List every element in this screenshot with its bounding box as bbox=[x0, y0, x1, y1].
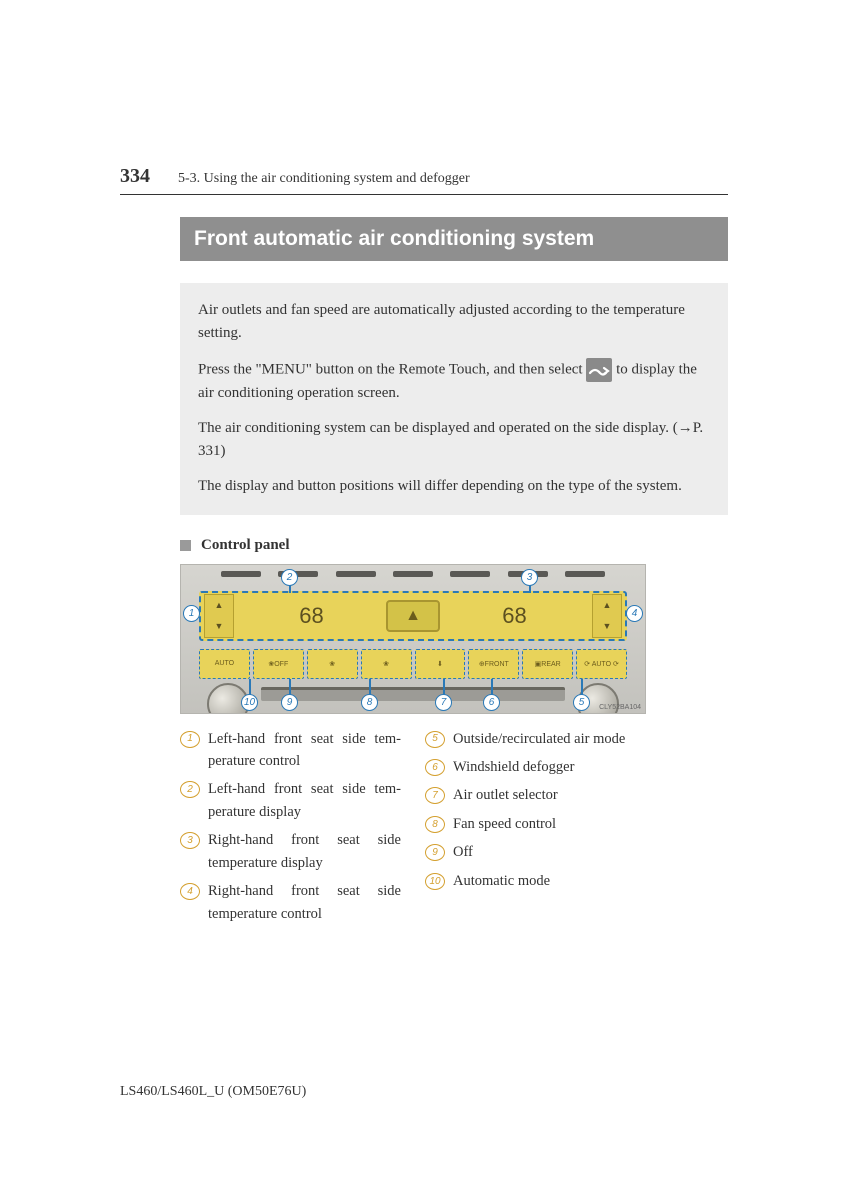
callout-1: 1 bbox=[183, 605, 200, 622]
intro-p1: Air outlets and fan speed are automatica… bbox=[198, 299, 710, 346]
bottom-strip bbox=[261, 687, 565, 701]
legend-item: 5 Outside/recirculated air mode bbox=[425, 728, 646, 750]
front-defog-button: ⊕FRONT bbox=[468, 649, 519, 679]
climate-icon bbox=[586, 358, 612, 382]
legend-text: Left-hand front seat side tem-perature d… bbox=[208, 778, 401, 823]
legend-number: 3 bbox=[180, 832, 200, 849]
page-number: 334 bbox=[120, 165, 150, 188]
left-temp-display: 68 bbox=[237, 603, 386, 629]
legend-number: 2 bbox=[180, 781, 200, 798]
button-row: AUTO ❀OFF ❀ ❀ ⬇ ⊕FRONT ▣REAR ⟳ AUTO ⟳ bbox=[199, 649, 627, 679]
callout-10: 10 bbox=[241, 694, 258, 711]
callout-6: 6 bbox=[483, 694, 500, 711]
subheading: Control panel bbox=[180, 537, 728, 554]
callout-2: 2 bbox=[281, 569, 298, 586]
legend-number: 7 bbox=[425, 787, 445, 804]
callout-7: 7 bbox=[435, 694, 452, 711]
hazard-button: ▲ bbox=[386, 600, 440, 632]
legend-text: Fan speed control bbox=[453, 813, 646, 835]
legend-text: Outside/recirculated air mode bbox=[453, 728, 646, 750]
legend-text: Automatic mode bbox=[453, 870, 646, 892]
legend-number: 1 bbox=[180, 731, 200, 748]
legend-number: 6 bbox=[425, 759, 445, 776]
outlet-button: ⬇ bbox=[415, 649, 466, 679]
callout-5: 5 bbox=[573, 694, 590, 711]
right-temp-display: 68 bbox=[440, 603, 589, 629]
rear-defog-button: ▣REAR bbox=[522, 649, 573, 679]
recirculate-button: ⟳ AUTO ⟳ bbox=[576, 649, 627, 679]
off-button: ❀OFF bbox=[253, 649, 304, 679]
legend-item: 3 Right-hand front seat sidetemperature d… bbox=[180, 829, 401, 874]
page-title: Front automatic air conditioning system bbox=[180, 217, 728, 261]
legend-item: 2 Left-hand front seat side tem-perature … bbox=[180, 778, 401, 823]
callout-9: 9 bbox=[281, 694, 298, 711]
legend-text: Right-hand front seat sidetemperature co… bbox=[208, 880, 401, 925]
vent-slots bbox=[221, 571, 605, 585]
legend-item: 8 Fan speed control bbox=[425, 813, 646, 835]
legend-text: Windshield defogger bbox=[453, 756, 646, 778]
right-temp-control: ▲▼ bbox=[592, 594, 622, 638]
left-temp-control: ▲▼ bbox=[204, 594, 234, 638]
image-code: CLY52BA104 bbox=[599, 704, 641, 711]
legend-text: Left-hand front seat side tem-perature c… bbox=[208, 728, 401, 773]
auto-button: AUTO bbox=[199, 649, 250, 679]
legend-number: 10 bbox=[425, 873, 445, 890]
intro-p2: Press the "MENU" button on the Remote To… bbox=[198, 358, 710, 405]
legend-item: 10 Automatic mode bbox=[425, 870, 646, 892]
legend-number: 4 bbox=[180, 883, 200, 900]
callout-8: 8 bbox=[361, 694, 378, 711]
control-panel-diagram: ▲▼ 68 ▲ 68 ▲▼ AUTO ❀OFF ❀ ❀ ⬇ ⊕FRONT ▣RE… bbox=[180, 564, 646, 714]
section-ref: 5-3. Using the air conditioning system a… bbox=[178, 171, 470, 187]
square-bullet-icon bbox=[180, 540, 191, 551]
legend-item: 6 Windshield defogger bbox=[425, 756, 646, 778]
legend-text: Off bbox=[453, 841, 646, 863]
page: 334 5-3. Using the air conditioning syst… bbox=[0, 0, 848, 931]
footer: LS460/LS460L_U (OM50E76U) bbox=[120, 1084, 306, 1100]
legend-item: 4 Right-hand front seat sidetemperature c… bbox=[180, 880, 401, 925]
legend-item: 7 Air outlet selector bbox=[425, 784, 646, 806]
legend-col-left: 1 Left-hand front seat side tem-perature … bbox=[180, 728, 401, 932]
legend-text: Right-hand front seat sidetemperature di… bbox=[208, 829, 401, 874]
legend-item: 9 Off bbox=[425, 841, 646, 863]
intro-p3: The air conditioning system can be displ… bbox=[198, 417, 710, 464]
legend-item: 1 Left-hand front seat side tem-perature … bbox=[180, 728, 401, 773]
legend-number: 8 bbox=[425, 816, 445, 833]
callout-3: 3 bbox=[521, 569, 538, 586]
legend-number: 5 bbox=[425, 731, 445, 748]
callout-4: 4 bbox=[626, 605, 643, 622]
intro-box: Air outlets and fan speed are automatica… bbox=[180, 283, 728, 515]
main-panel: ▲▼ 68 ▲ 68 ▲▼ bbox=[199, 591, 627, 641]
intro-p4: The display and button positions will di… bbox=[198, 475, 710, 498]
legend-text: Air outlet selector bbox=[453, 784, 646, 806]
fan-button-2: ❀ bbox=[361, 649, 412, 679]
legend-col-right: 5 Outside/recirculated air mode 6 Windshiel… bbox=[425, 728, 646, 932]
legend: 1 Left-hand front seat side tem-perature … bbox=[180, 728, 646, 932]
fan-button-1: ❀ bbox=[307, 649, 358, 679]
legend-number: 9 bbox=[425, 844, 445, 861]
header: 334 5-3. Using the air conditioning syst… bbox=[120, 165, 728, 195]
